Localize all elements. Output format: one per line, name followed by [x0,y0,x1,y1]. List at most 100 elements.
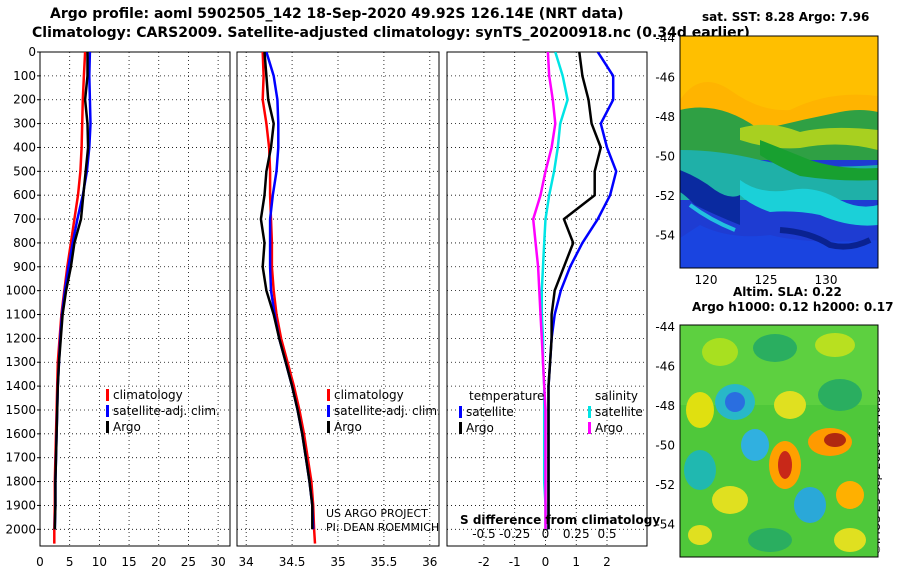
sla-map-title: Altim. SLA: 0.22 [733,285,842,299]
depth-tick-label: 1600 [5,427,36,441]
legend-label-sal-satellite: satellite [595,405,643,419]
legend-label-temp-satellite: satellite [466,405,514,419]
series-line-climatology [261,52,317,544]
difference-salinity-tick-label: -0.25 [499,527,530,541]
sla-map: -44 -46 -48 -50 -52 -54 [655,320,879,558]
sst-lon-tick-label: 120 [695,273,718,287]
sla-lat-tick-label: -52 [655,478,675,492]
legend-label-sal-argo: Argo [595,421,623,435]
depth-tick-label: 2000 [5,522,36,536]
temperature-tick-label: 20 [151,555,166,569]
difference-temperature-tick-label: 0 [542,555,550,569]
depth-tick-label: 1100 [5,308,36,322]
legend-swatch-temp-satellite [459,406,462,418]
series-line-argo [53,52,90,530]
legend-title-salinity: salinity [595,389,638,403]
depth-tick-label: 500 [13,164,36,178]
temperature-tick-label: 0 [36,555,44,569]
legend-swatch-climatology [106,389,109,401]
sst-map-title: sat. SST: 8.28 Argo: 7.96 [702,10,870,24]
sla-lat-tick-label: -54 [655,518,675,532]
depth-tick-label: 1800 [5,475,36,489]
sst-lat-tick-label: -54 [655,229,675,243]
legend-swatch-sal-satellite [588,406,591,418]
project-credit-line2: PI: DEAN ROEMMICH [326,521,439,534]
temperature-tick-label: 30 [210,555,225,569]
difference-temperature-tick-label: -2 [478,555,490,569]
sst-lat-tick-label: -48 [655,110,675,124]
difference-legend: temperature salinity satellite Argo sate… [459,389,643,435]
depth-tick-label: 1900 [5,498,36,512]
sst-lat-tick-label: -44 [655,31,675,45]
sla-map-subtitle: Argo h1000: 0.12 h2000: 0.17 [692,300,894,314]
sla-lat-tick-label: -48 [655,399,675,413]
chart-title: Argo profile: aoml 5902505_142 18-Sep-20… [50,6,624,22]
difference-salinity-tick-label: -0.5 [472,527,495,541]
depth-tick-label: 800 [13,236,36,250]
depth-tick-label: 1200 [5,331,36,345]
temperature-tick-label: 25 [181,555,196,569]
salinity-tick-label: 35.5 [371,555,398,569]
depth-tick-label: 300 [13,117,36,131]
depth-tick-label: 1400 [5,379,36,393]
sla-lat-tick-label: -46 [655,360,675,374]
salinity-tick-label: 34 [239,555,254,569]
salinity-tick-label: 35 [330,555,345,569]
difference-salinity-tick-label: 0 [542,527,550,541]
legend-swatch-argo [106,421,109,433]
depth-tick-label: 900 [13,260,36,274]
legend-label-climatology: climatology [113,388,183,402]
legend-label-satellite: satellite-adj. clim. [334,404,441,418]
legend-swatch-argo [327,421,330,433]
series-line-satellite [540,52,569,530]
sst-lon-tick-label: 125 [755,273,778,287]
legend-title-temperature: temperature [469,389,544,403]
chart-subtitle: Climatology: CARS2009. Satellite-adjuste… [32,25,750,41]
legend-swatch-satellite [327,405,330,417]
legend-label-argo: Argo [334,420,362,434]
legend-label-climatology: climatology [334,388,404,402]
sst-map: -44 -46 -48 -50 -52 -54 120 125 130 [655,31,879,287]
depth-tick-label: 0 [28,45,36,59]
legend-swatch-temp-argo [459,422,462,434]
legend-label-satellite: satellite-adj. clim. [113,404,220,418]
depth-tick-label: 400 [13,140,36,154]
difference-temperature-tick-label: 2 [603,555,611,569]
sla-lat-tick-label: -50 [655,439,675,453]
salinity-tick-label: 36 [422,555,437,569]
sst-lon-tick-label: 130 [815,273,838,287]
legend-swatch-climatology [327,389,330,401]
project-credit-line1: US ARGO PROJECT [326,507,428,520]
salinity-legend: climatology satellite-adj. clim. Argo [327,388,441,434]
difference-salinity-tick-label: 0.25 [563,527,590,541]
temperature-legend: climatology satellite-adj. clim. Argo [106,388,220,434]
difference-temperature-tick-label: 1 [572,555,580,569]
difference-temperature-tick-label: -1 [509,555,521,569]
sst-lat-tick-label: -50 [655,150,675,164]
series-line-satellite [547,52,618,530]
legend-swatch-satellite [106,405,109,417]
sst-lat-tick-label: -52 [655,189,675,203]
legend-label-temp-argo: Argo [466,421,494,435]
difference-caption: S difference from climatology [460,513,660,527]
temperature-tick-label: 10 [92,555,107,569]
temperature-panel [39,51,231,547]
difference-panel [446,51,648,547]
series-line-argo [531,52,557,530]
depth-tick-label: 1300 [5,355,36,369]
depth-tick-label: 600 [13,188,36,202]
depth-tick-label: 1500 [5,403,36,417]
depth-tick-label: 1700 [5,451,36,465]
depth-tick-label: 100 [13,69,36,83]
depth-tick-label: 1000 [5,284,36,298]
sst-lat-tick-label: -46 [655,71,675,85]
sla-lat-tick-label: -44 [655,320,675,334]
legend-swatch-sal-argo [588,422,591,434]
temperature-tick-label: 15 [121,555,136,569]
temperature-tick-label: 5 [66,555,74,569]
series-line-argo [259,52,314,530]
series-line-climatology [53,52,87,544]
depth-tick-label: 200 [13,93,36,107]
series-line-argo [547,52,603,530]
